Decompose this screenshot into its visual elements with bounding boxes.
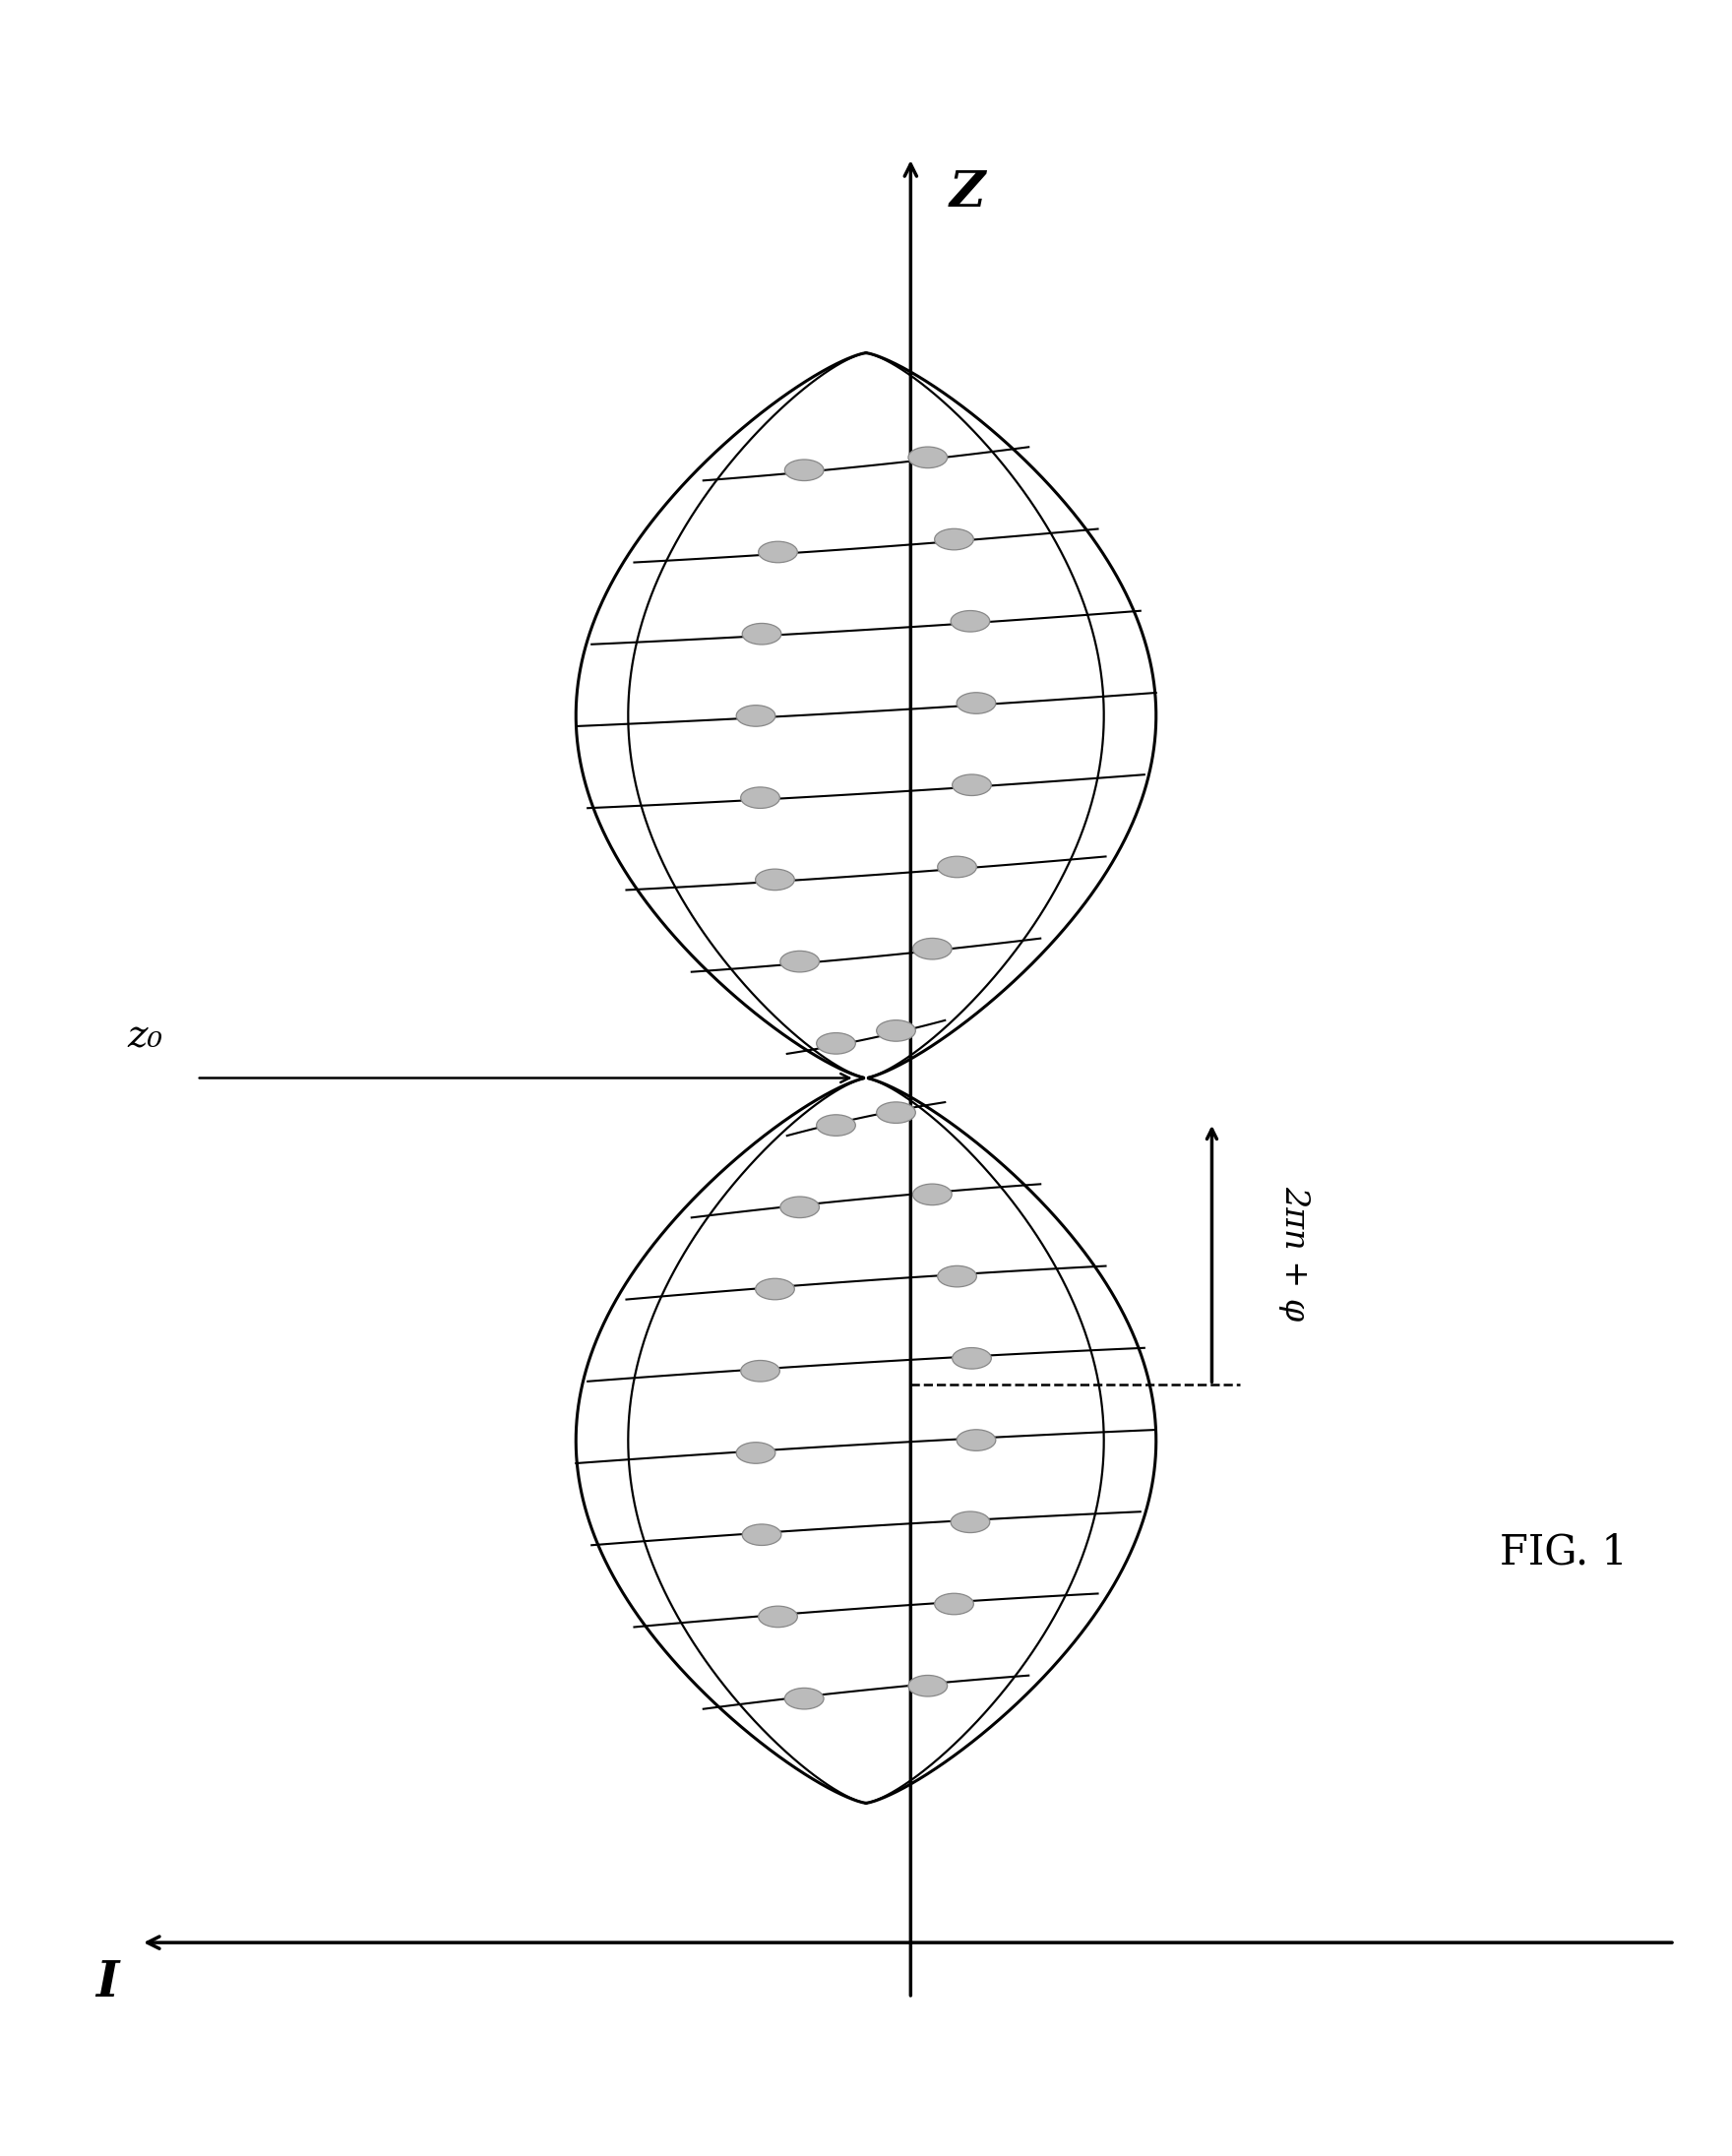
Ellipse shape bbox=[951, 1511, 989, 1533]
Ellipse shape bbox=[755, 869, 795, 890]
Ellipse shape bbox=[908, 1675, 947, 1697]
Ellipse shape bbox=[785, 1688, 824, 1710]
Ellipse shape bbox=[736, 1442, 776, 1464]
Ellipse shape bbox=[816, 1115, 856, 1136]
Ellipse shape bbox=[937, 1266, 977, 1287]
Ellipse shape bbox=[935, 1593, 973, 1615]
Ellipse shape bbox=[953, 774, 991, 796]
Text: Z: Z bbox=[949, 168, 986, 218]
Ellipse shape bbox=[953, 1348, 991, 1369]
Ellipse shape bbox=[816, 1033, 856, 1054]
Text: FIG. 1: FIG. 1 bbox=[1500, 1531, 1626, 1572]
Ellipse shape bbox=[937, 856, 977, 877]
Text: I: I bbox=[95, 1960, 118, 2007]
Ellipse shape bbox=[956, 692, 996, 714]
Ellipse shape bbox=[741, 787, 779, 808]
Text: z₀: z₀ bbox=[128, 1020, 163, 1056]
Ellipse shape bbox=[876, 1020, 916, 1041]
Ellipse shape bbox=[755, 1279, 795, 1300]
Ellipse shape bbox=[951, 610, 989, 632]
Ellipse shape bbox=[741, 1360, 779, 1382]
Ellipse shape bbox=[743, 623, 781, 645]
Text: 2πn + φ: 2πn + φ bbox=[1278, 1186, 1311, 1322]
Ellipse shape bbox=[779, 951, 819, 972]
Ellipse shape bbox=[913, 938, 953, 959]
Ellipse shape bbox=[759, 1606, 797, 1628]
Ellipse shape bbox=[759, 541, 797, 563]
Ellipse shape bbox=[935, 528, 973, 550]
Ellipse shape bbox=[876, 1102, 916, 1123]
Ellipse shape bbox=[913, 1184, 953, 1205]
Ellipse shape bbox=[956, 1429, 996, 1451]
Ellipse shape bbox=[736, 705, 776, 727]
Ellipse shape bbox=[785, 459, 824, 481]
Ellipse shape bbox=[779, 1197, 819, 1218]
Ellipse shape bbox=[908, 446, 947, 468]
Ellipse shape bbox=[743, 1524, 781, 1546]
